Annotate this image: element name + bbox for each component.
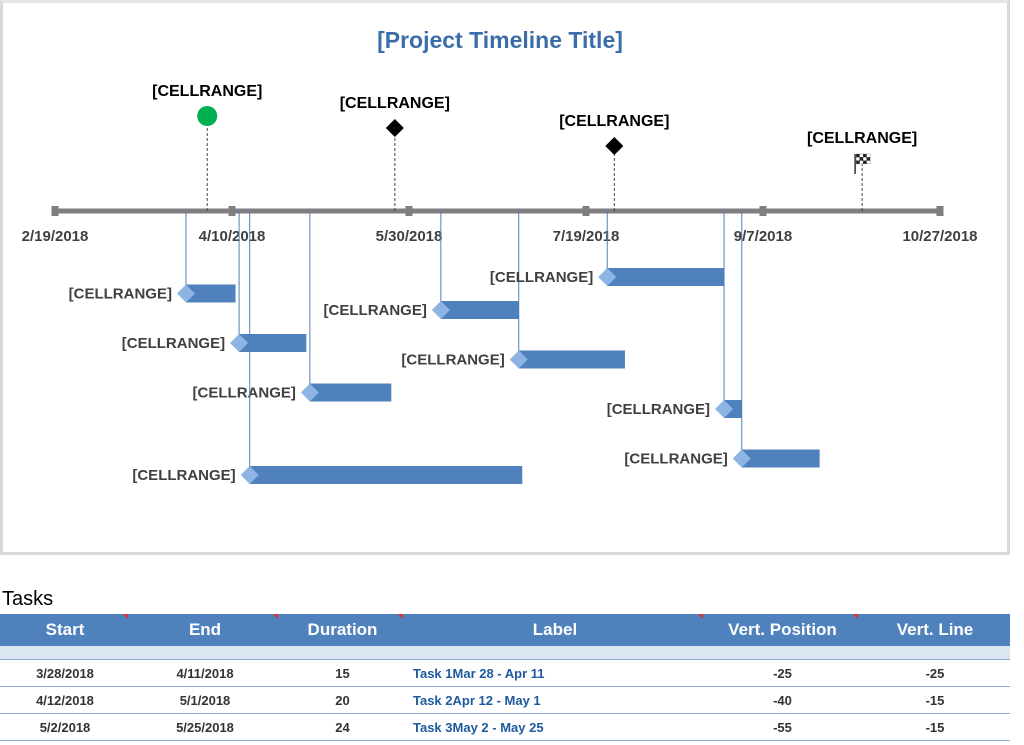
axis-tick xyxy=(582,206,590,216)
task-label: [CELLRANGE] xyxy=(490,269,593,286)
axis-tick-label: 5/30/2018 xyxy=(376,228,443,245)
axis-tick xyxy=(759,206,767,216)
task-diamond-icon xyxy=(431,301,450,319)
comment-indicator xyxy=(698,614,703,619)
milestone-label: [CELLRANGE] xyxy=(559,113,669,130)
task-bar xyxy=(185,284,236,303)
header-label[interactable]: Label xyxy=(405,614,705,646)
cell-duration[interactable]: 20 xyxy=(280,686,405,714)
table-row: 3/28/2018 4/11/2018 15 Task 1Mar 28 - Ap… xyxy=(0,659,1010,687)
task-diamond-icon xyxy=(176,284,195,303)
cell-start[interactable]: 4/12/2018 xyxy=(0,686,130,714)
cell-vert-position[interactable]: -55 xyxy=(705,713,860,741)
comment-indicator xyxy=(853,614,858,619)
milestone-label: [CELLRANGE] xyxy=(807,130,917,147)
task-diamond-icon xyxy=(230,334,249,352)
axis-tick-label: 7/19/2018 xyxy=(553,228,620,245)
cell-end[interactable]: 5/1/2018 xyxy=(130,686,280,714)
cell-start[interactable]: 5/2/2018 xyxy=(0,713,130,741)
header-end[interactable]: End xyxy=(130,614,280,646)
cell-label[interactable]: Task 1Mar 28 - Apr 11 xyxy=(405,659,705,687)
tasks-table: Start End Duration Label Vert. Position … xyxy=(0,614,1010,741)
task-bar xyxy=(518,350,625,369)
axis-tick-label: 9/7/2018 xyxy=(734,228,792,245)
task-bar xyxy=(309,383,392,402)
task-bar xyxy=(239,334,307,352)
tasks-section-title: Tasks xyxy=(2,588,54,610)
axis-tick xyxy=(936,206,944,216)
table-row: 5/2/2018 5/25/2018 24 Task 3May 2 - May … xyxy=(0,713,1010,741)
cell-duration[interactable]: 24 xyxy=(280,713,405,741)
milestone-label: [CELLRANGE] xyxy=(340,95,450,112)
axis-tick xyxy=(405,206,413,216)
timeline-chart-svg: [Project Timeline Title] 2/19/2018 4/10/20… xyxy=(22,27,978,484)
table-row: 4/12/2018 5/1/2018 20 Task 2Apr 12 - May… xyxy=(0,686,1010,714)
task-label: [CELLRANGE] xyxy=(69,286,172,303)
axis-tick-label: 2/19/2018 xyxy=(22,228,89,245)
milestone-diamond-icon xyxy=(385,119,404,137)
cell-end[interactable]: 5/25/2018 xyxy=(130,713,280,741)
task-label: [CELLRANGE] xyxy=(122,335,225,352)
task-label: [CELLRANGE] xyxy=(132,467,235,484)
cell-start[interactable]: 3/28/2018 xyxy=(0,659,130,687)
cell-label[interactable]: Task 3May 2 - May 25 xyxy=(405,713,705,741)
axis-tick xyxy=(228,206,236,216)
milestone-circle-icon xyxy=(197,106,218,126)
task-label: [CELLRANGE] xyxy=(193,385,296,402)
cell-vert-position[interactable]: -25 xyxy=(705,659,860,687)
header-duration[interactable]: Duration xyxy=(280,614,405,646)
chart-title: [Project Timeline Title] xyxy=(377,27,623,53)
comment-indicator xyxy=(398,614,403,619)
comment-indicator xyxy=(273,614,278,619)
cell-vert-line[interactable]: -15 xyxy=(860,686,1010,714)
task-bar xyxy=(607,268,725,286)
header-vert-position[interactable]: Vert. Position xyxy=(705,614,860,646)
header-start[interactable]: Start xyxy=(0,614,130,646)
task-diamond-icon xyxy=(598,268,617,286)
task-bar xyxy=(440,301,519,319)
milestone-diamond-icon xyxy=(605,137,624,155)
cell-label[interactable]: Task 2Apr 12 - May 1 xyxy=(405,686,705,714)
task-diamond-icon xyxy=(732,449,751,468)
cell-duration[interactable]: 15 xyxy=(280,659,405,687)
task-label: [CELLRANGE] xyxy=(401,352,504,369)
task-label: [CELLRANGE] xyxy=(624,451,727,468)
task-label: [CELLRANGE] xyxy=(324,302,427,319)
milestone-label: [CELLRANGE] xyxy=(152,83,262,100)
milestone-flag-icon xyxy=(854,153,871,174)
cell-end[interactable]: 4/11/2018 xyxy=(130,659,280,687)
header-vert-line[interactable]: Vert. Line xyxy=(860,614,1010,646)
task-diamond-icon xyxy=(240,466,259,484)
axis-tick-label: 4/10/2018 xyxy=(199,228,266,245)
table-spacer-row xyxy=(0,646,1010,660)
comment-indicator xyxy=(123,614,128,619)
task-bar xyxy=(741,449,820,468)
timeline-chart xyxy=(0,0,1010,555)
task-label: [CELLRANGE] xyxy=(607,401,710,418)
cell-vert-line[interactable]: -15 xyxy=(860,713,1010,741)
axis-tick-label: 10/27/2018 xyxy=(902,228,977,245)
cell-vert-line[interactable]: -25 xyxy=(860,659,1010,687)
task-diamond-icon xyxy=(300,383,319,402)
task-diamond-icon xyxy=(509,350,528,369)
table-header-row: Start End Duration Label Vert. Position … xyxy=(0,614,1010,646)
cell-vert-position[interactable]: -40 xyxy=(705,686,860,714)
task-bar xyxy=(249,466,523,484)
task-diamond-icon xyxy=(715,400,734,418)
axis-tick xyxy=(51,206,59,216)
